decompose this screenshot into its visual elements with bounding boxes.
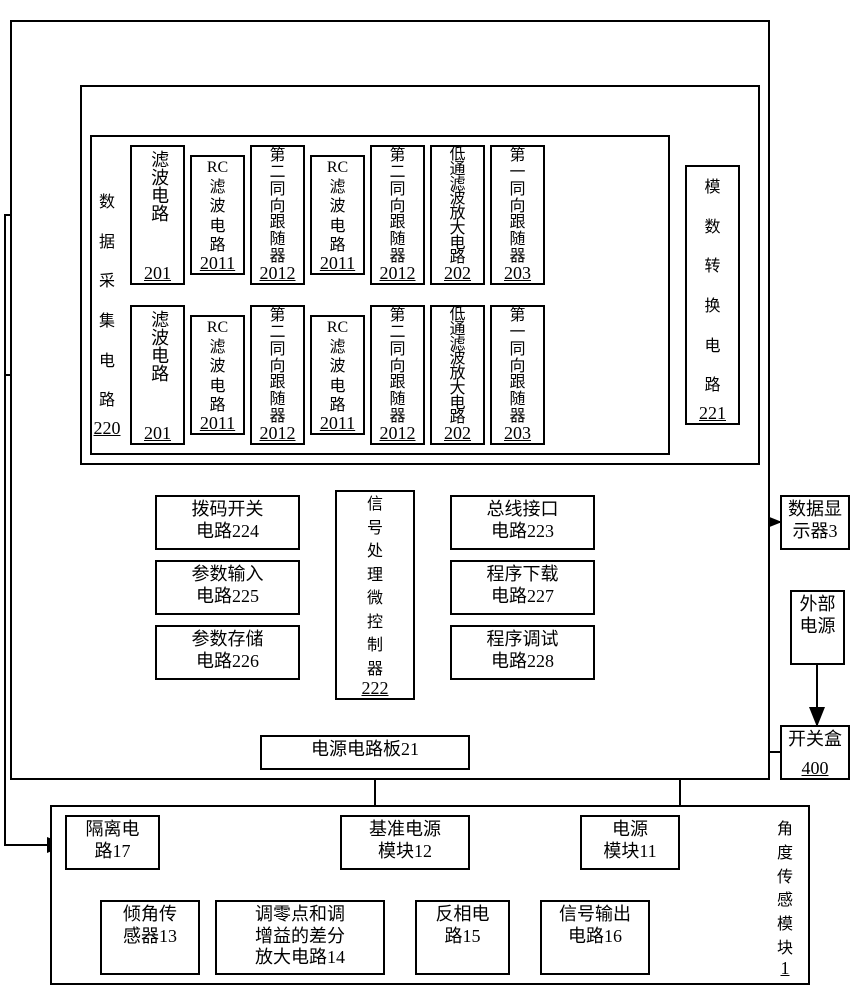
follower2_top_a-num: 2012 [250,263,305,284]
follower1_top-num: 203 [490,263,545,284]
follower2_top_a-lines: 第二同向跟随器 [250,148,305,266]
follower1_bot-lines: 第一同向跟随器 [490,308,545,426]
angle_label-lines: 角度传感模块 [770,818,800,961]
lpamp_bot-num: 202 [430,423,485,444]
diagram-canvas: 数据采集模块2 数据采集电路板22 滤波电路201RC滤波电路2011第二同向跟… [0,0,853,1000]
follower2_bot_a-num: 2012 [250,423,305,444]
sigout16-label: 信号输出 电路16 [540,904,650,947]
daq220_label-num: 220 [92,418,122,439]
follower1_bot-num: 203 [490,423,545,444]
rc_top_b-num: 2011 [310,253,365,274]
diffamp14-label: 调零点和调 增益的差分 放大电路14 [215,904,385,969]
param_store226-label: 参数存储 电路226 [155,629,300,672]
filter_bot-num: 201 [130,423,185,444]
rc_bot_a-lines: RC滤波电路 [190,318,245,416]
follower2_bot_a-lines: 第二同向跟随器 [250,308,305,426]
param_in225-label: 参数输入 电路225 [155,564,300,607]
tilt13-label: 倾角传 感器13 [100,904,200,947]
mcu222-num: 222 [335,678,415,699]
pwr11-label: 电源 模块11 [580,819,680,862]
display3-label: 数据显 示器3 [780,499,850,542]
progdl227-label: 程序下载 电路227 [450,564,595,607]
rc_top_b-lines: RC滤波电路 [310,158,365,256]
filter_top-vlabel: 滤波电路 [148,150,170,222]
mcu222-lines: 信号处理微控制器 [335,493,415,681]
filter_top-num: 201 [130,263,185,284]
bus223-label: 总线接口 电路223 [450,499,595,542]
rc_bot_b-num: 2011 [310,413,365,434]
lpamp_top-num: 202 [430,263,485,284]
adc221-num: 221 [685,403,740,424]
lpamp_top-lines: 低通滤波放大电路 [430,148,485,266]
iso17-label: 隔离电 路17 [65,819,160,862]
switchbox400-label: 开关盒 [780,729,850,751]
rc_top_a-lines: RC滤波电路 [190,158,245,256]
daq220_label-lines: 数据采集电路 [92,183,122,421]
inv15-label: 反相电 路15 [415,904,510,947]
follower2_top_b-num: 2012 [370,263,425,284]
progdbg228-label: 程序调试 电路228 [450,629,595,672]
lpamp_bot-lines: 低通滤波放大电路 [430,308,485,426]
psu21-label: 电源电路板21 [260,739,470,761]
follower2_bot_b-num: 2012 [370,423,425,444]
filter_bot-vlabel: 滤波电路 [148,310,170,382]
rc_top_a-num: 2011 [190,253,245,274]
extpower-label: 外部 电源 [790,594,845,637]
rc_bot_a-num: 2011 [190,413,245,434]
dip224-label: 拨码开关 电路224 [155,499,300,542]
angle_label-num: 1 [770,958,800,979]
switchbox400-num: 400 [780,758,850,779]
follower2_top_b-lines: 第二同向跟随器 [370,148,425,266]
rc_bot_b-lines: RC滤波电路 [310,318,365,416]
follower1_top-lines: 第一同向跟随器 [490,148,545,266]
follower2_bot_b-lines: 第二同向跟随器 [370,308,425,426]
refpwr12-label: 基准电源 模块12 [340,819,470,862]
adc221-lines: 模数转换电路 [685,168,740,406]
